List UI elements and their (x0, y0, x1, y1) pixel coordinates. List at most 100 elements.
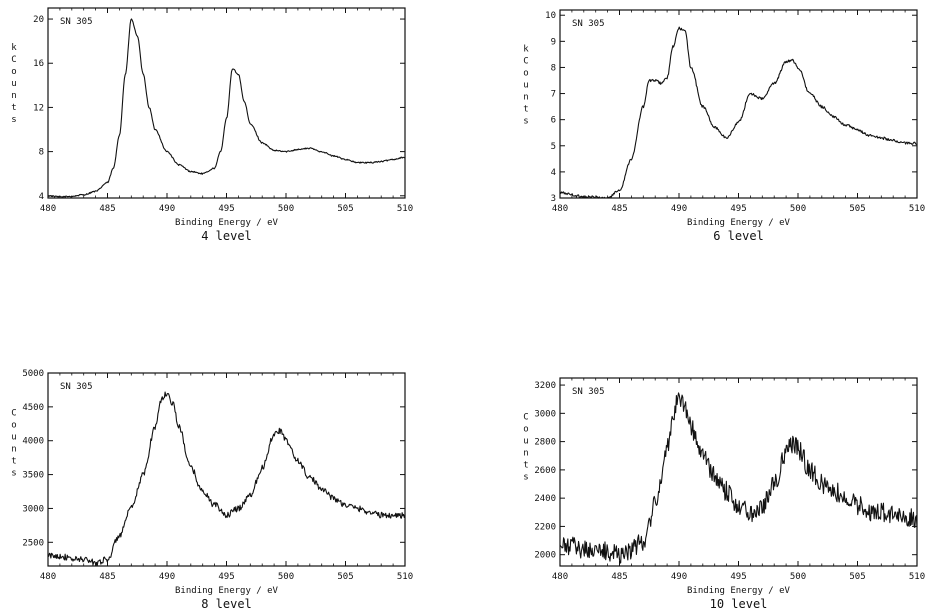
spectrum-panel-8-level: 480 485 490 495 500 505 510 2500 3000 3500 4000 450… (11, 369, 413, 611)
y-tick-label: 3000 (534, 409, 556, 419)
sample-label: SN 305 (572, 19, 605, 29)
x-tick-label: 510 (397, 572, 413, 582)
x-tick-label: 500 (790, 204, 806, 214)
y-axis-label: C (11, 55, 16, 65)
x-tick-label: 480 (40, 572, 56, 582)
spectrum-panel-6-level: 480 485 490 495 500 505 510 3 4 5 6 7 8 9 10 SN 305 kCou… (523, 9, 925, 243)
panel-caption: 8 level (201, 597, 252, 611)
y-tick-label: 6 (551, 116, 556, 126)
x-axis-label: Binding Energy / eV (175, 218, 279, 228)
y-axis-label: s (523, 116, 528, 126)
y-tick-label: 7 (551, 90, 556, 100)
plot-frame (47, 372, 406, 567)
y-axis-label: C (11, 408, 16, 418)
y-axis-label: o (11, 67, 16, 77)
y-axis-label: n (523, 448, 528, 458)
x-tick-label: 495 (218, 572, 234, 582)
y-tick-label: 4 (551, 168, 556, 178)
spectrum-panel-4-level: 480 485 490 495 500 505 510 4 8 12 16 20 SN 305 kCoun… (11, 7, 413, 243)
y-tick-label: 10 (545, 11, 556, 21)
y-axis-label: n (523, 92, 528, 102)
x-tick-label: 505 (849, 204, 865, 214)
y-axis-label: t (11, 456, 16, 466)
x-tick-label: 480 (552, 572, 568, 582)
x-tick-label: 495 (218, 204, 234, 214)
y-axis-label: k (11, 43, 17, 53)
sample-label: SN 305 (572, 387, 605, 397)
y-tick-label: 3200 (534, 381, 556, 391)
y-axis-label: s (523, 472, 528, 482)
panel-caption: 6 level (713, 229, 764, 243)
x-tick-label: 495 (730, 204, 746, 214)
sample-label: SN 305 (60, 17, 93, 27)
y-tick-label: 2500 (22, 538, 44, 548)
plot-frame (559, 377, 918, 567)
y-axis-label: n (11, 444, 16, 454)
spectrum-line (47, 391, 406, 567)
x-axis-label: Binding Energy / eV (175, 586, 279, 596)
y-axis-label: u (523, 80, 528, 90)
y-tick-label: 2800 (534, 438, 556, 448)
y-tick-label: 2200 (534, 522, 556, 532)
y-tick-label: 4500 (22, 403, 44, 413)
x-tick-label: 510 (909, 572, 925, 582)
x-tick-label: 485 (99, 572, 115, 582)
spectrum-line (559, 392, 918, 564)
y-tick-label: 9 (551, 37, 556, 47)
y-axis-label: k (523, 44, 529, 54)
y-tick-label: 16 (33, 59, 44, 69)
y-axis-label: o (523, 424, 528, 434)
y-tick-label: 3 (551, 194, 556, 204)
y-axis-label: C (523, 412, 528, 422)
y-axis-label: t (523, 104, 528, 114)
x-tick-label: 510 (909, 204, 925, 214)
y-axis-label: u (11, 432, 16, 442)
y-tick-label: 20 (33, 15, 44, 25)
y-axis-label: u (11, 79, 16, 89)
y-tick-label: 2400 (534, 494, 556, 504)
y-tick-label: 3500 (22, 471, 44, 481)
y-tick-label: 4 (39, 192, 44, 202)
x-tick-label: 480 (552, 204, 568, 214)
x-tick-label: 500 (278, 572, 294, 582)
y-tick-label: 5 (551, 142, 556, 152)
y-axis-label: s (11, 115, 16, 125)
x-tick-label: 490 (671, 204, 687, 214)
x-tick-label: 480 (40, 204, 56, 214)
x-axis-label: Binding Energy / eV (687, 218, 791, 228)
y-axis-label: u (523, 436, 528, 446)
x-tick-label: 485 (611, 572, 627, 582)
spectrum-line (559, 26, 918, 199)
x-tick-label: 505 (849, 572, 865, 582)
y-tick-label: 4000 (22, 437, 44, 447)
y-tick-label: 3000 (22, 504, 44, 514)
spectrum-panel-10-level: 480 485 490 495 500 505 510 2000 2200 2400 2600 280… (523, 377, 925, 611)
panel-caption: 10 level (710, 597, 768, 611)
x-axis-label: Binding Energy / eV (687, 586, 791, 596)
y-axis-label: o (523, 68, 528, 78)
y-axis-label: o (11, 420, 16, 430)
y-axis-label: t (523, 460, 528, 470)
y-tick-label: 5000 (22, 369, 44, 379)
y-axis-label: t (11, 103, 16, 113)
x-tick-label: 505 (337, 572, 353, 582)
x-tick-label: 490 (671, 572, 687, 582)
sample-label: SN 305 (60, 382, 93, 392)
x-tick-label: 485 (611, 204, 627, 214)
x-tick-label: 510 (397, 204, 413, 214)
x-tick-label: 505 (337, 204, 353, 214)
x-tick-label: 490 (159, 572, 175, 582)
x-tick-label: 490 (159, 204, 175, 214)
y-tick-label: 8 (551, 63, 556, 73)
x-tick-label: 500 (278, 204, 294, 214)
y-tick-label: 8 (39, 148, 44, 158)
y-tick-label: 2000 (534, 551, 556, 561)
y-axis-label: n (11, 91, 16, 101)
y-axis-label: s (11, 468, 16, 478)
plot-frame (47, 7, 406, 199)
spectrum-line (47, 18, 406, 198)
x-tick-label: 495 (730, 572, 746, 582)
plot-frame (559, 9, 918, 199)
x-tick-label: 485 (99, 204, 115, 214)
